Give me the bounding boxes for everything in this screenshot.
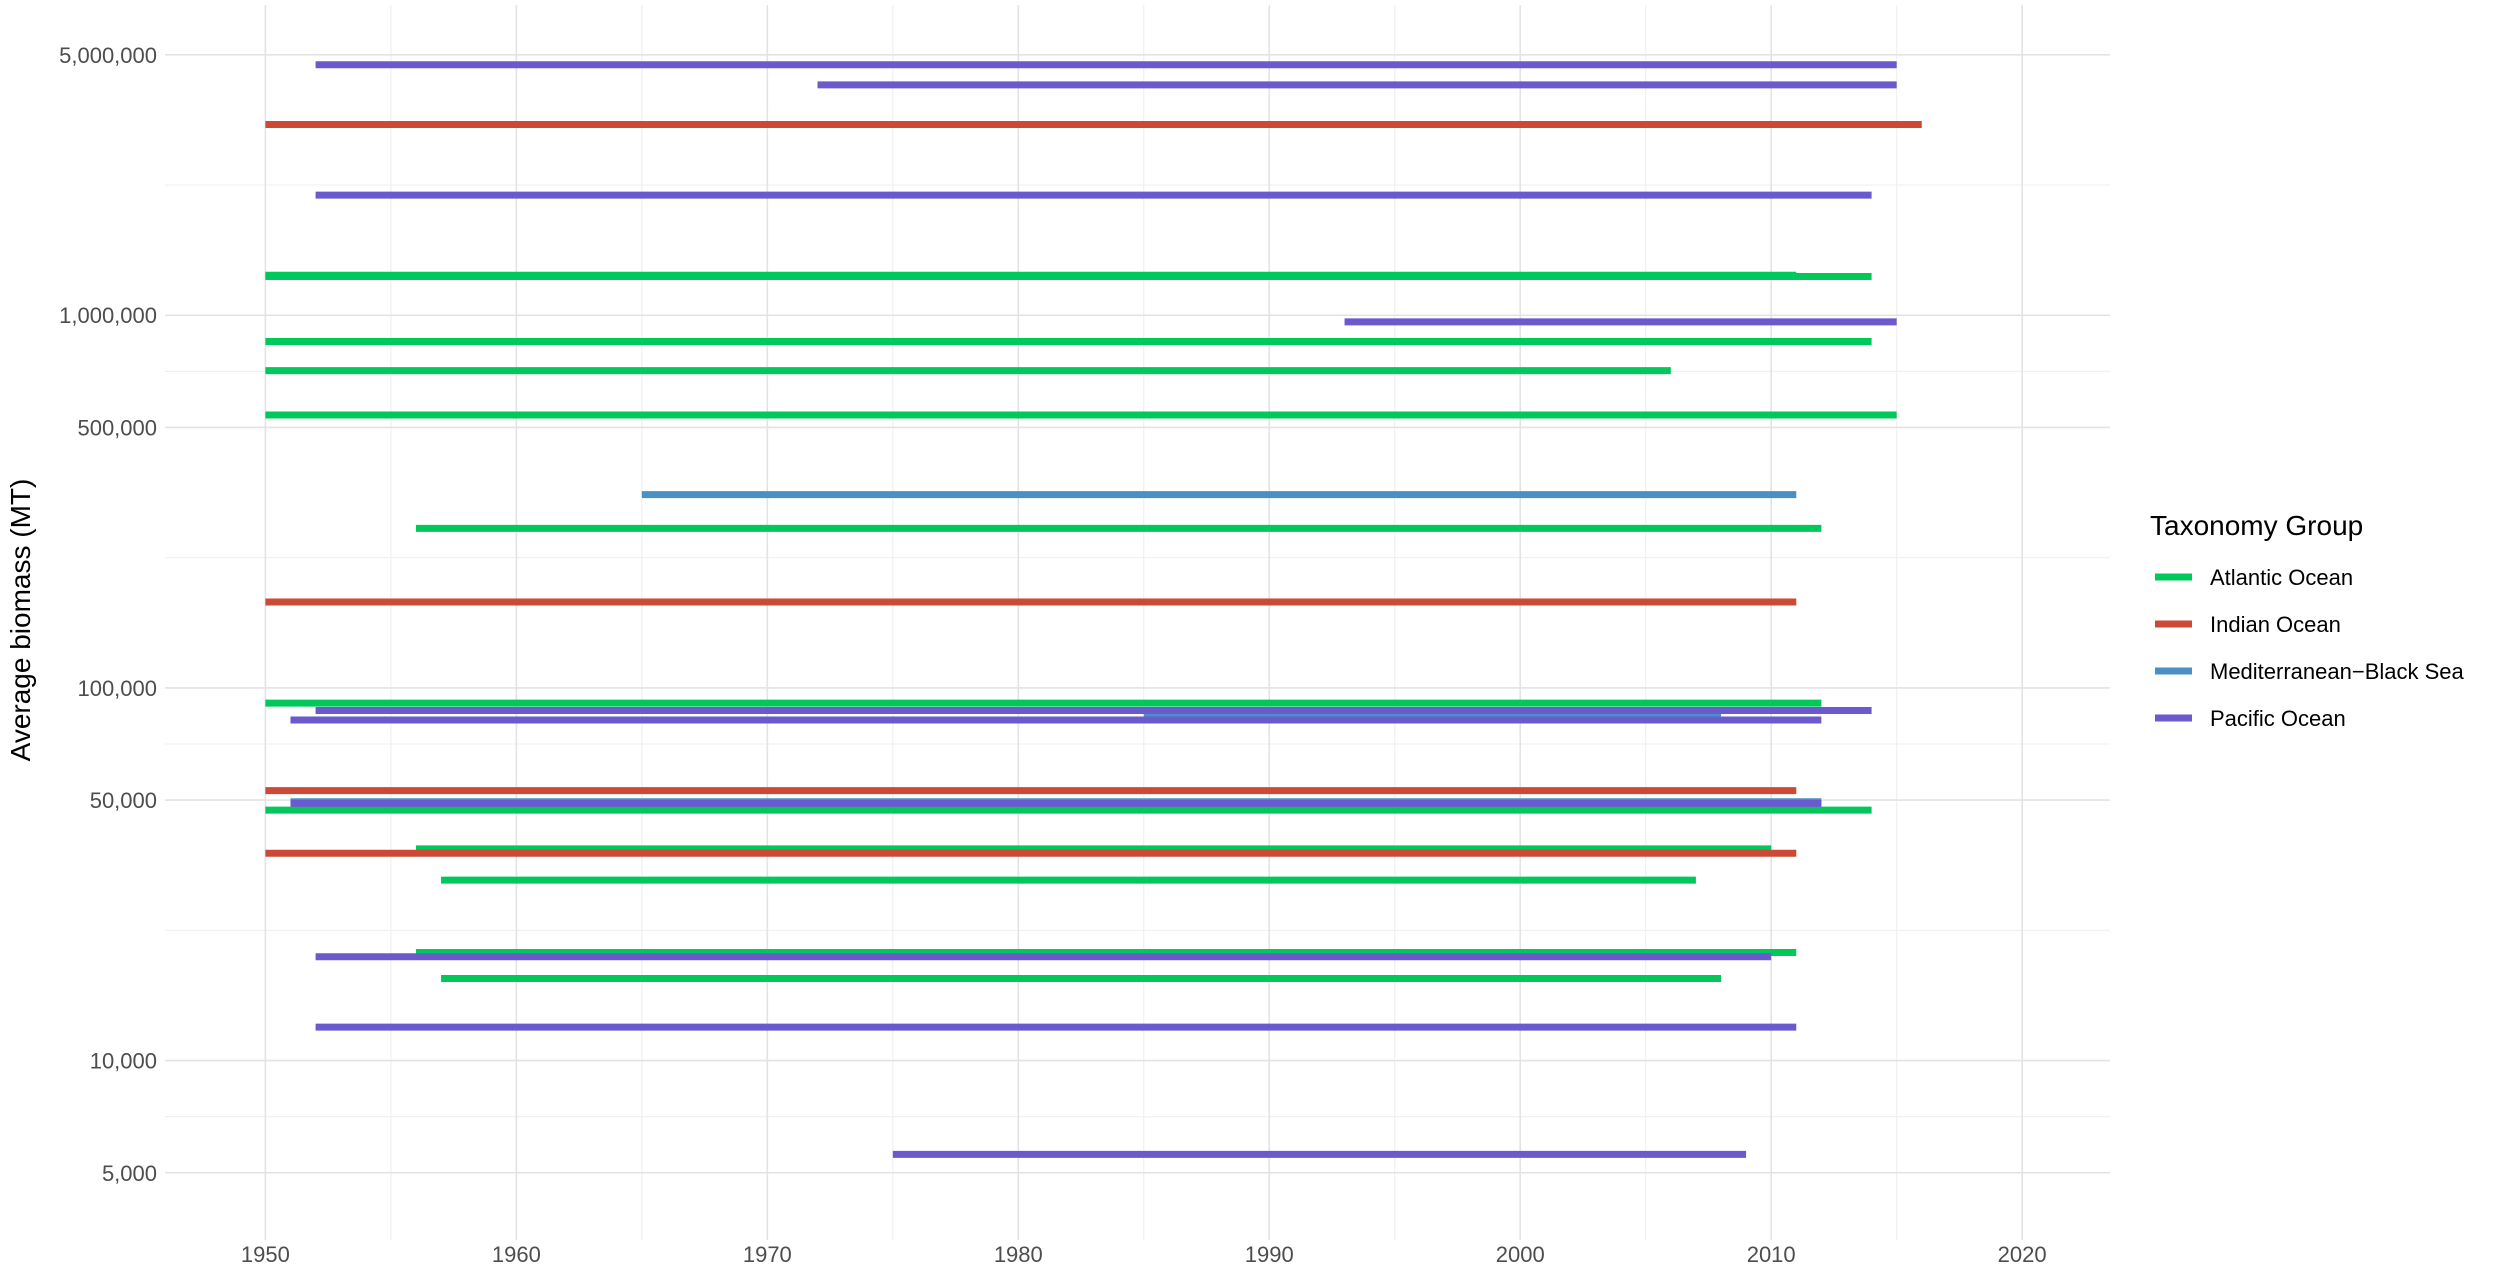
y-tick-label: 500,000 — [77, 415, 157, 440]
y-tick-label: 1,000,000 — [59, 303, 157, 328]
x-tick-label: 2010 — [1747, 1242, 1796, 1267]
x-tick-label: 1970 — [743, 1242, 792, 1267]
y-tick-label: 100,000 — [77, 676, 157, 701]
x-tick-label: 1990 — [1245, 1242, 1294, 1267]
legend: Taxonomy Group Atlantic Ocean Indian Ocea… — [2150, 510, 2465, 731]
x-axis-tick-labels: 1950 1960 1970 1980 1990 2000 2010 2020 — [241, 1242, 2047, 1267]
legend-title: Taxonomy Group — [2150, 510, 2363, 541]
legend-label: Mediterranean−Black Sea — [2210, 659, 2465, 684]
x-tick-label: 2000 — [1496, 1242, 1545, 1267]
x-tick-label: 2020 — [1998, 1242, 2047, 1267]
legend-label: Atlantic Ocean — [2210, 565, 2353, 590]
legend-label: Indian Ocean — [2210, 612, 2341, 637]
x-tick-label: 1960 — [492, 1242, 541, 1267]
legend-entries: Atlantic Ocean Indian Ocean Mediterranean−… — [2155, 565, 2465, 731]
y-tick-label: 50,000 — [90, 788, 157, 813]
y-axis-title: Average biomass (MT) — [5, 479, 36, 762]
grid-minor — [165, 5, 2110, 1240]
y-tick-label: 5,000 — [102, 1161, 157, 1186]
y-axis-tick-labels: 5,000 10,000 50,000 100,000 500,000 1,000,000… — [59, 43, 157, 1186]
y-tick-label: 5,000,000 — [59, 43, 157, 68]
legend-label: Pacific Ocean — [2210, 706, 2346, 731]
grid-major — [165, 5, 2110, 1240]
y-tick-label: 10,000 — [90, 1049, 157, 1074]
x-tick-label: 1980 — [994, 1242, 1043, 1267]
data-segments — [265, 61, 1922, 1158]
x-tick-label: 1950 — [241, 1242, 290, 1267]
